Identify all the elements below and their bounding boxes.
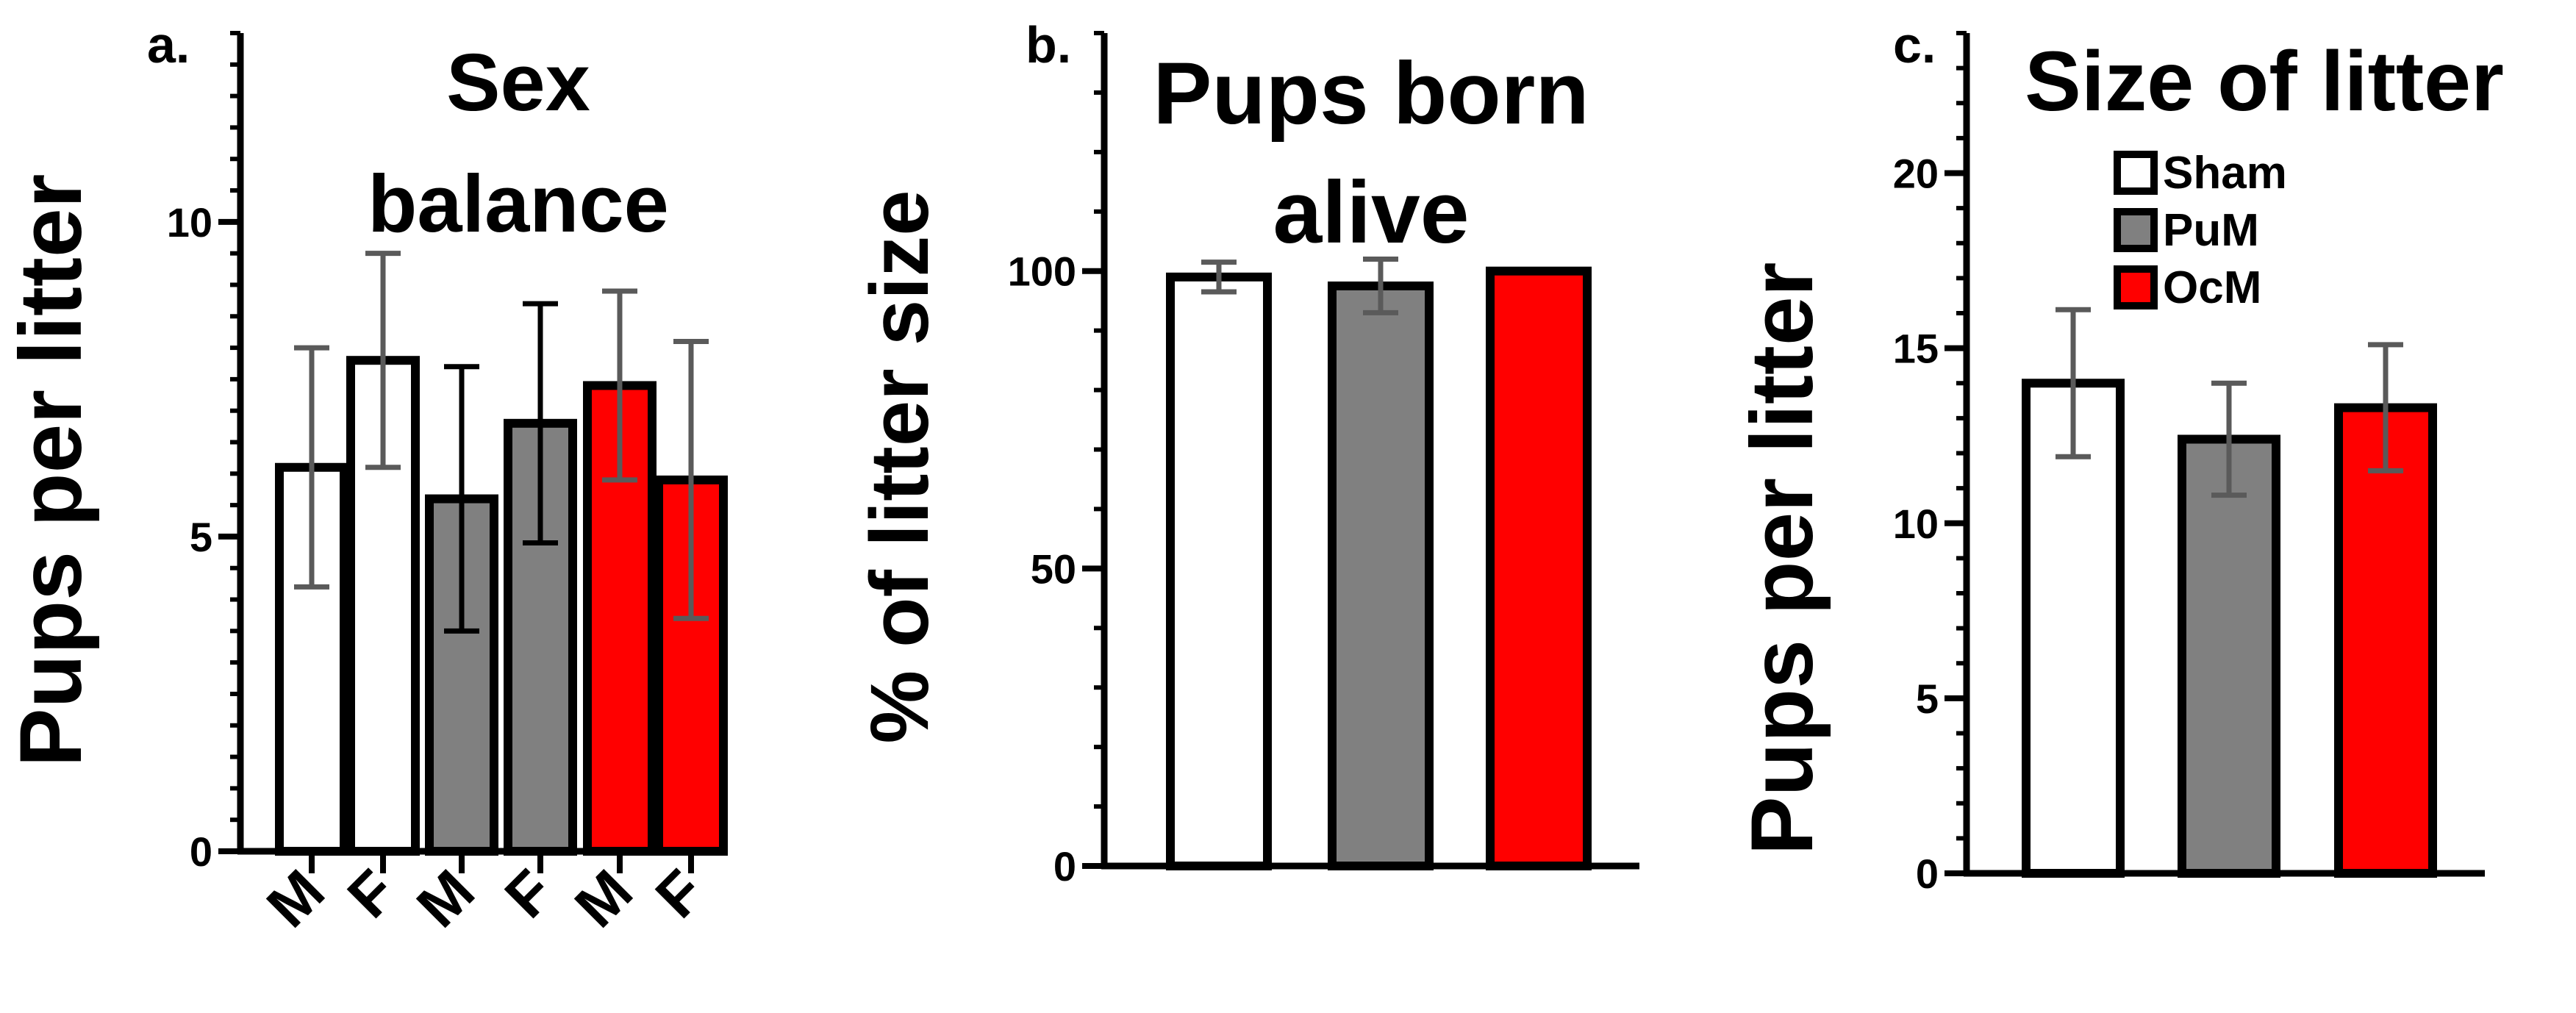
y-tick-label: 20 <box>1893 151 1939 197</box>
panel-b-label: b. <box>1026 16 1071 74</box>
y-tick-label: 0 <box>190 828 212 875</box>
x-tick-label: M <box>404 857 487 940</box>
panel-c-legend: Sham PuM OcM <box>2114 148 2287 313</box>
panel-b-y-axis-title: % of litter size <box>854 190 945 743</box>
x-tick-label: M <box>562 857 645 940</box>
y-tick-label: 5 <box>190 514 212 560</box>
y-tick-label: 5 <box>1916 676 1939 722</box>
panel-c-y-axis-title: Pups per litter <box>1733 262 1831 856</box>
y-tick-label: 0 <box>1916 851 1939 897</box>
x-tick-label: F <box>493 857 566 931</box>
legend-swatch <box>2114 208 2158 252</box>
y-tick-label: 10 <box>1893 501 1939 547</box>
panel-b-title-line-1: Pups born <box>1153 44 1589 143</box>
panel-a-y-axis-title: Pups per litter <box>1 174 100 767</box>
panel-c: c. Size of litter Pups per litter 0 5 10 15… <box>1733 16 2504 897</box>
panel-b: b. Pups born alive % of litter size 0 50 1… <box>854 16 1639 889</box>
y-tick-label: 100 <box>1008 248 1076 295</box>
panel-c-label: c. <box>1893 16 1936 74</box>
panel-b-title-line-2: alive <box>1273 163 1470 262</box>
bar <box>2334 403 2437 878</box>
legend-label: Sham <box>2163 148 2287 198</box>
bar <box>2178 434 2280 878</box>
y-tick-label: 0 <box>1053 843 1076 889</box>
bar <box>1328 281 1434 871</box>
legend-swatch <box>2114 151 2158 195</box>
y-tick-label: 50 <box>1031 545 1076 592</box>
y-tick-label: 10 <box>167 199 212 246</box>
panel-c-plot: 0 5 10 15 20 <box>1893 31 2485 897</box>
legend-label: OcM <box>2163 262 2261 313</box>
x-tick-label: F <box>335 857 409 931</box>
legend-label: PuM <box>2163 205 2259 256</box>
panel-a-title-line-2: balance <box>368 159 669 249</box>
y-tick-label: 15 <box>1893 326 1939 372</box>
panel-c-title: Size of litter <box>2025 35 2504 129</box>
x-tick-label: F <box>643 857 717 931</box>
legend-swatch <box>2114 265 2158 309</box>
bar <box>1486 266 1592 870</box>
panel-a-label: a. <box>147 16 190 74</box>
bar <box>1166 272 1272 870</box>
panel-b-plot: 0 50 100 <box>1008 31 1639 889</box>
x-tick-label: M <box>254 857 337 940</box>
panel-a-title-line-1: Sex <box>446 37 590 128</box>
